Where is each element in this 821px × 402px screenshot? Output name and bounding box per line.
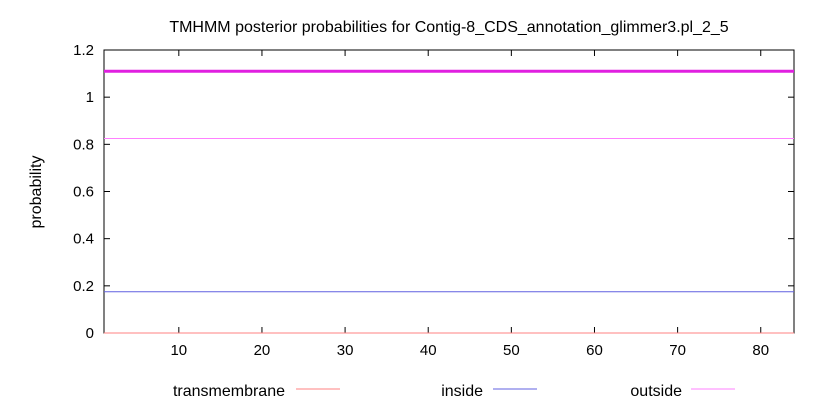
chart-title: TMHMM posterior probabilities for Contig… [169,19,728,36]
y-tick-label: 0.2 [73,278,94,295]
y-tick-label: 0 [86,325,94,342]
legend-label-transmembrane: transmembrane [173,383,285,400]
y-tick-label: 1.2 [73,42,94,59]
series-layer [104,69,794,334]
y-tick-label: 1 [86,89,94,106]
y-tick-label: 0.8 [73,136,94,153]
x-tick-label: 10 [170,342,187,359]
axis-ticks: 0 0.2 0.4 0.6 0.8 1 1.2 10 20 30 40 50 60 70 80 [73,42,794,359]
plot-frame [103,49,795,334]
x-tick-label: 40 [420,342,437,359]
legend: transmembrane inside outside [173,383,735,400]
y-axis-label: probability [28,156,45,229]
y-tick-label: 0.6 [73,184,94,201]
x-tick-label: 80 [752,342,769,359]
legend-label-inside: inside [441,383,483,400]
legend-label-outside: outside [630,383,682,400]
x-tick-label: 60 [586,342,603,359]
x-tick-label: 70 [669,342,686,359]
x-tick-label: 50 [503,342,520,359]
x-tick-label: 30 [337,342,354,359]
x-tick-label: 20 [254,342,271,359]
y-tick-label: 0.4 [73,231,94,248]
